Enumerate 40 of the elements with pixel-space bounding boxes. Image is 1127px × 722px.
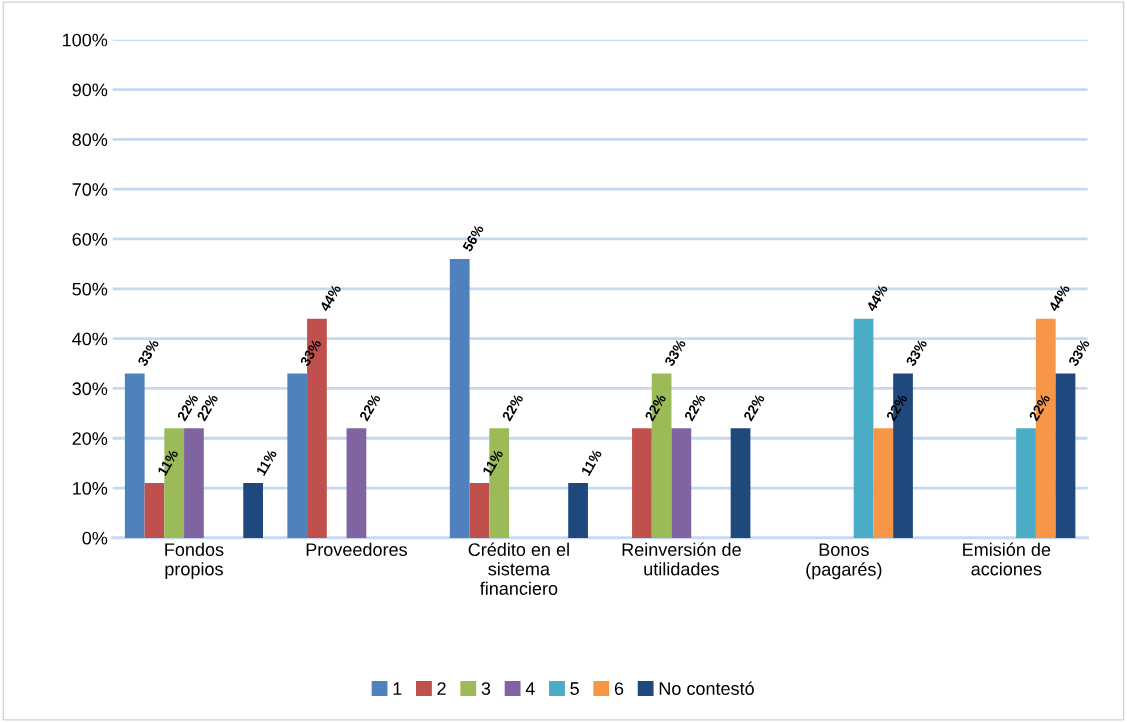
bar [469,483,490,538]
y-tick-label: 80% [72,133,108,147]
bar [1055,373,1076,538]
x-tick-label: Fondos propios [165,542,224,580]
bar [568,483,588,538]
legend-label: 1 [393,682,402,695]
y-tick-label: 40% [72,332,108,346]
y-tick-label: 30% [72,382,108,396]
x-tick-label: Bonos (pagarés) [806,543,882,580]
bar [1016,428,1036,538]
bar [346,428,367,538]
legend-label: 5 [570,682,579,695]
legend-label: 2 [437,682,446,695]
bar [853,318,874,538]
y-tick-label: 90% [72,83,108,97]
x-tick-label: Emisión de acciones [963,542,1051,576]
bar [730,428,751,538]
bar [671,428,692,538]
y-tick-label: 70% [72,183,108,196]
bar [124,373,145,538]
bar [632,428,652,538]
legend-label: 3 [481,682,491,695]
legend-label: 6 [614,682,624,695]
bar [873,428,894,538]
bar [287,373,308,538]
y-tick-label: 100% [63,33,108,47]
y-tick-label: 20% [72,432,108,445]
bar [243,483,263,538]
y-tick-label: 60% [72,232,108,246]
bar [144,483,165,538]
legend-label: No contestó [659,681,754,695]
y-tick-label: 50% [72,282,108,296]
bar [449,258,470,538]
y-tick-label: 0% [82,531,108,545]
x-tick-label: Crédito en el sistema financiero [468,542,569,595]
x-tick-label: Reinversión de utilidades [622,542,741,576]
y-tick-label: 10% [73,482,108,495]
bar [184,428,204,538]
x-tick-label: Proveedores [306,542,407,557]
legend-label: 4 [525,682,535,695]
